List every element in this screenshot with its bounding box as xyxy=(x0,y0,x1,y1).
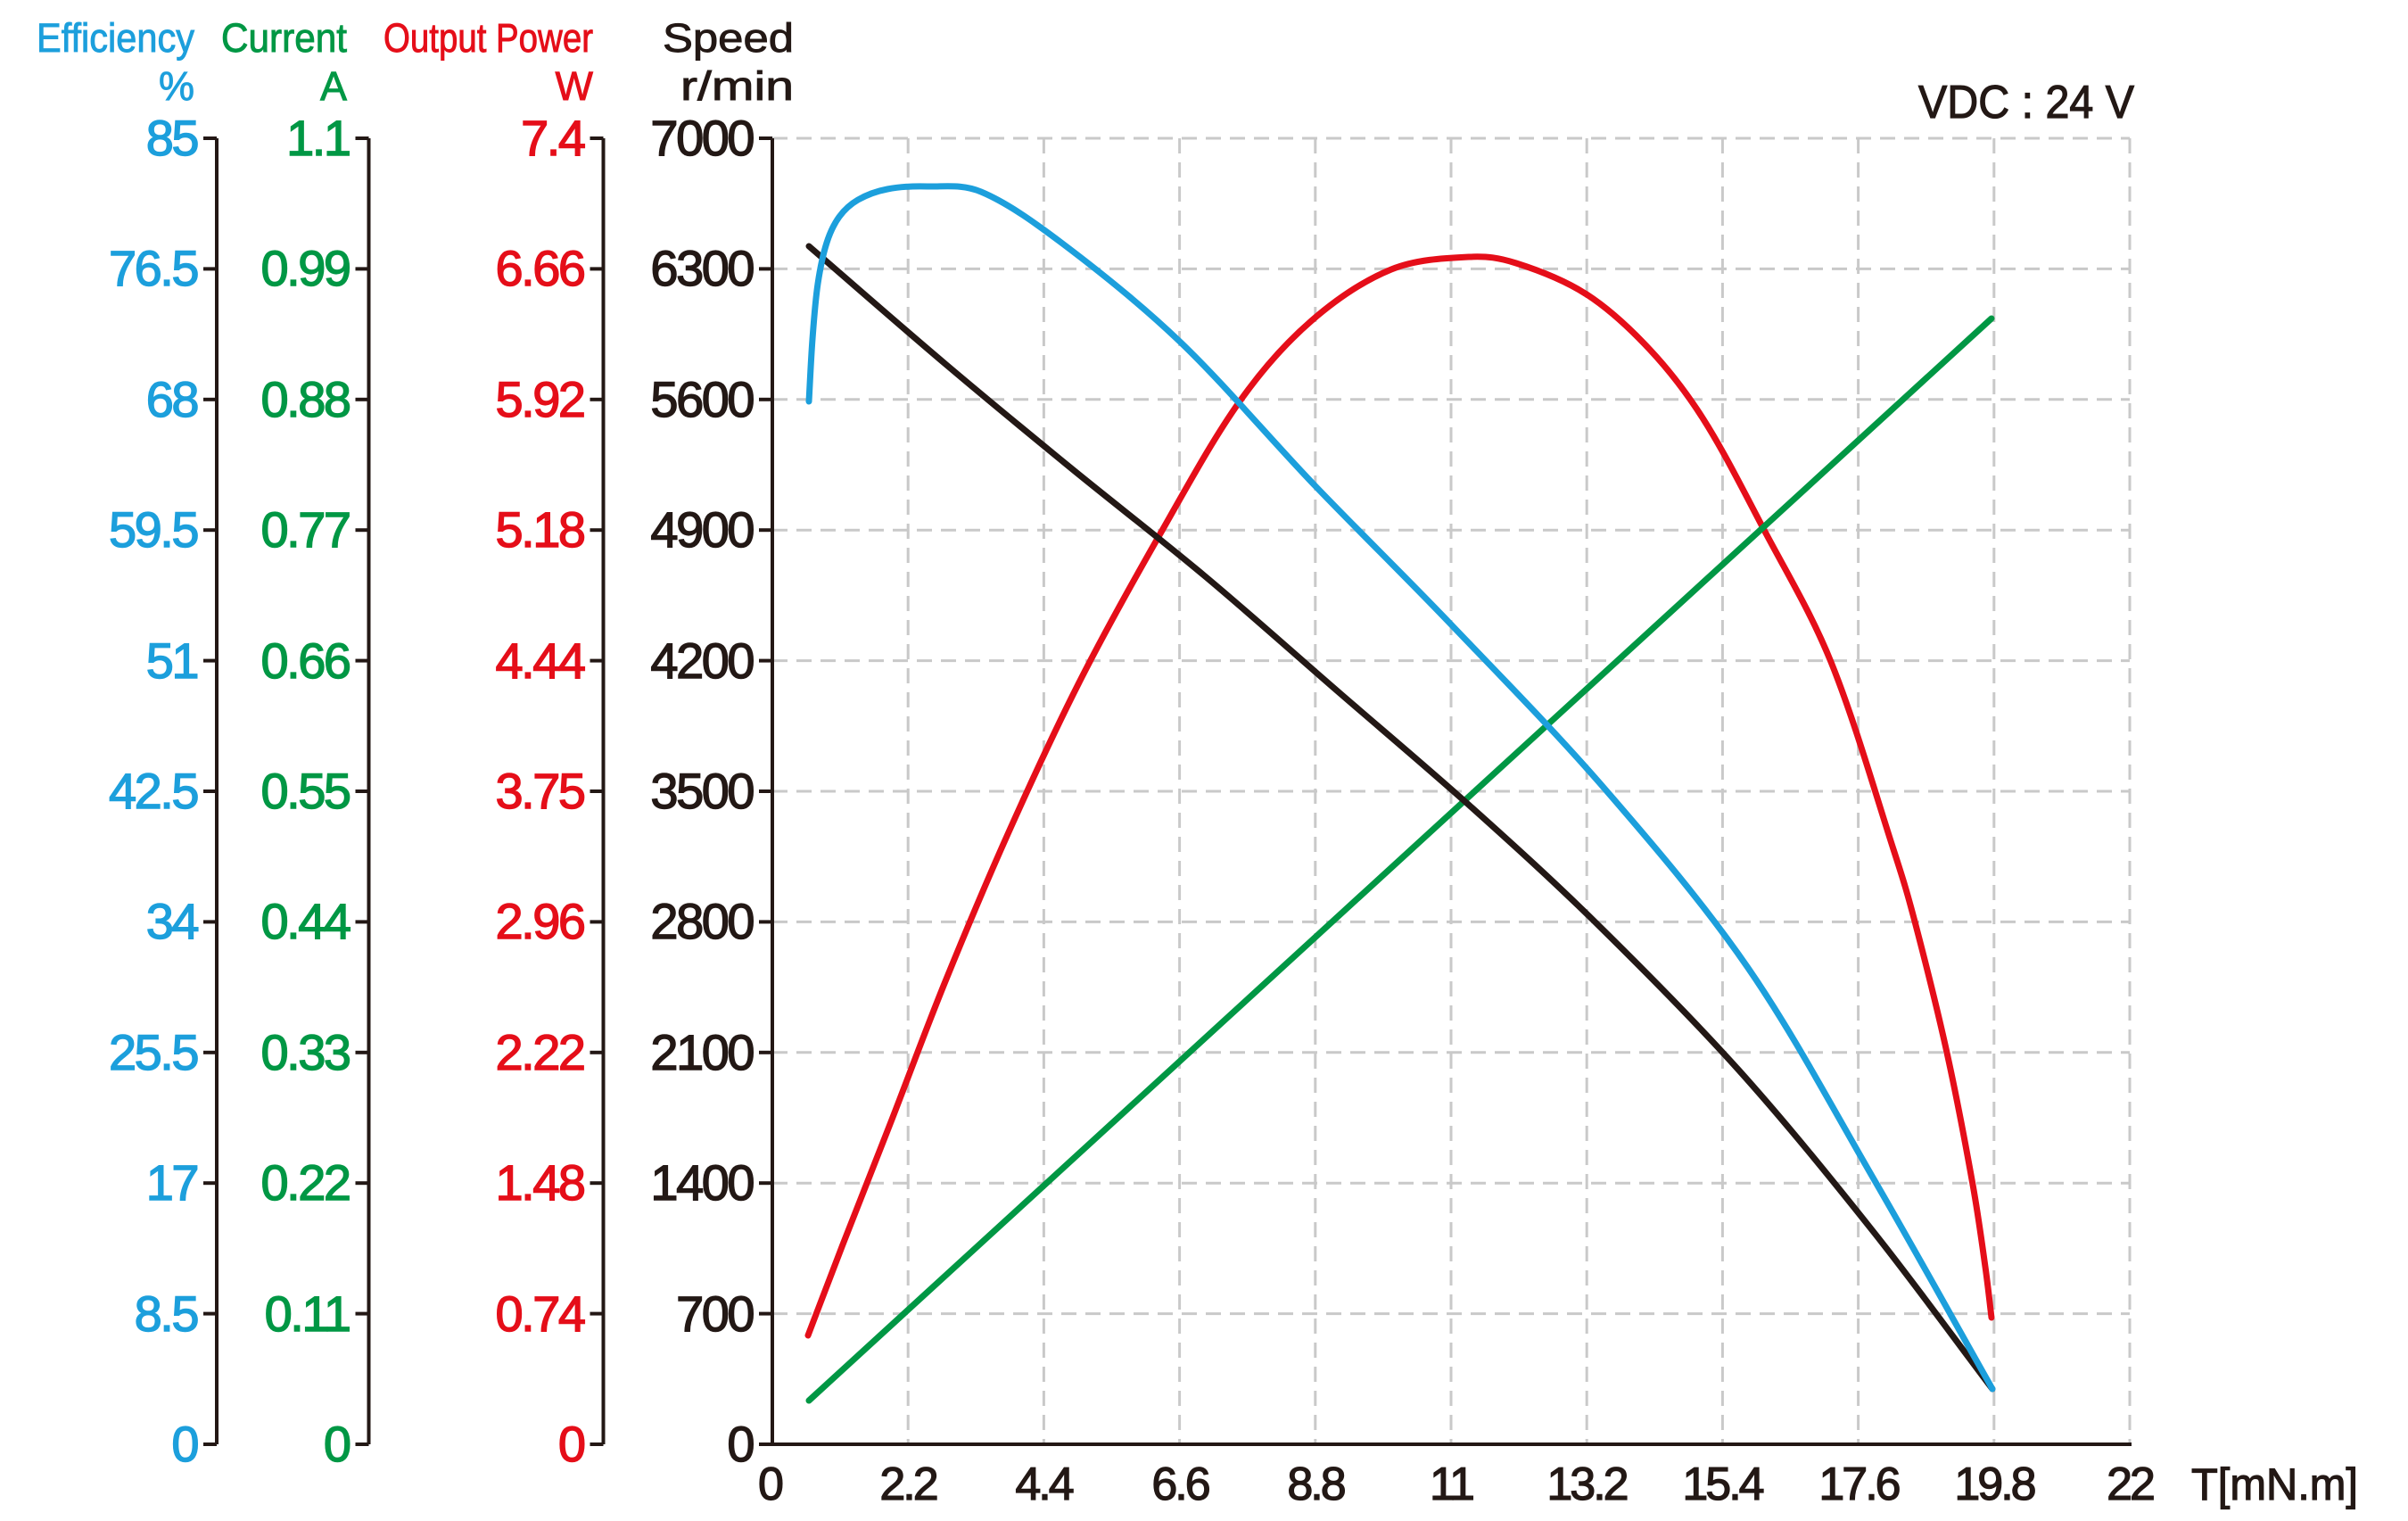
svg-text:Efficiency: Efficiency xyxy=(37,15,194,61)
svg-text:85: 85 xyxy=(146,110,198,166)
svg-text:0.11: 0.11 xyxy=(265,1285,350,1342)
svg-text:2.22: 2.22 xyxy=(496,1024,584,1080)
svg-text:4200: 4200 xyxy=(650,632,753,689)
svg-text:3500: 3500 xyxy=(650,763,753,819)
svg-text:6.66: 6.66 xyxy=(496,240,584,296)
svg-text:25.5: 25.5 xyxy=(109,1024,197,1080)
svg-text:5.18: 5.18 xyxy=(496,501,584,558)
svg-text:Output Power: Output Power xyxy=(383,15,593,61)
svg-text:2.2: 2.2 xyxy=(879,1459,936,1510)
svg-text:17.6: 17.6 xyxy=(1818,1459,1899,1510)
svg-text:51: 51 xyxy=(146,632,198,689)
svg-text:0: 0 xyxy=(727,1416,753,1472)
svg-text:0.66: 0.66 xyxy=(261,632,350,689)
svg-text:0.88: 0.88 xyxy=(261,371,350,427)
svg-text:0.44: 0.44 xyxy=(261,893,350,949)
svg-text:4.4: 4.4 xyxy=(1015,1459,1073,1510)
svg-text:W: W xyxy=(556,63,594,109)
svg-text:22: 22 xyxy=(2107,1459,2154,1510)
svg-text:7.4: 7.4 xyxy=(521,110,585,166)
svg-text:0: 0 xyxy=(324,1416,350,1472)
svg-text:68: 68 xyxy=(146,371,198,427)
svg-text:Speed: Speed xyxy=(663,15,794,61)
svg-text:6.6: 6.6 xyxy=(1151,1459,1208,1510)
svg-text:1.48: 1.48 xyxy=(496,1154,584,1211)
svg-text:11: 11 xyxy=(1430,1459,1473,1510)
svg-text:0.77: 0.77 xyxy=(261,501,350,558)
svg-text:3.75: 3.75 xyxy=(496,763,584,819)
svg-text:8.5: 8.5 xyxy=(135,1285,198,1342)
svg-text:13.2: 13.2 xyxy=(1546,1459,1627,1510)
svg-text:15.4: 15.4 xyxy=(1682,1459,1763,1510)
svg-text:17: 17 xyxy=(146,1154,198,1211)
svg-text:700: 700 xyxy=(676,1285,753,1342)
svg-text:0: 0 xyxy=(758,1459,782,1510)
svg-text:5600: 5600 xyxy=(650,371,753,427)
svg-text:2100: 2100 xyxy=(650,1024,753,1080)
svg-text:%: % xyxy=(159,63,194,109)
svg-text:0.99: 0.99 xyxy=(261,240,350,296)
svg-text:A: A xyxy=(320,63,347,109)
svg-text:0: 0 xyxy=(558,1416,584,1472)
svg-text:76.5: 76.5 xyxy=(109,240,197,296)
svg-text:0.74: 0.74 xyxy=(496,1285,585,1342)
svg-text:59.5: 59.5 xyxy=(109,501,197,558)
svg-text:8.8: 8.8 xyxy=(1287,1459,1344,1510)
svg-text:0.55: 0.55 xyxy=(261,763,350,819)
svg-text:1.1: 1.1 xyxy=(286,110,350,166)
svg-text:2.96: 2.96 xyxy=(496,893,584,949)
svg-text:34: 34 xyxy=(146,893,199,949)
svg-text:0: 0 xyxy=(171,1416,197,1472)
svg-text:42.5: 42.5 xyxy=(109,763,197,819)
svg-text:r/min: r/min xyxy=(680,63,794,109)
svg-text:6300: 6300 xyxy=(650,240,753,296)
svg-text:Current: Current xyxy=(221,15,347,61)
svg-text:0.22: 0.22 xyxy=(261,1154,350,1211)
svg-text:T[mN.m]: T[mN.m] xyxy=(2191,1459,2358,1509)
svg-text:7000: 7000 xyxy=(650,110,753,166)
svg-text:4.44: 4.44 xyxy=(496,632,585,689)
svg-text:1400: 1400 xyxy=(650,1154,753,1211)
svg-text:4900: 4900 xyxy=(650,501,753,558)
svg-text:5.92: 5.92 xyxy=(496,371,584,427)
svg-text:VDC : 24 V: VDC : 24 V xyxy=(1918,77,2134,128)
svg-text:19.8: 19.8 xyxy=(1954,1459,2034,1510)
svg-text:0.33: 0.33 xyxy=(261,1024,350,1080)
svg-text:2800: 2800 xyxy=(650,893,753,949)
